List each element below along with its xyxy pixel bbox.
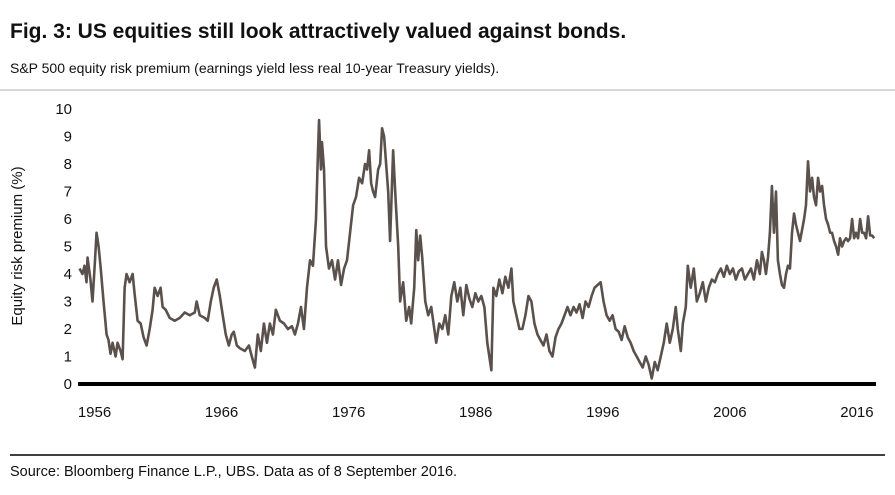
- y-tick-label: 5: [64, 239, 72, 256]
- x-tick-label: 2016: [840, 404, 873, 421]
- y-tick-label: 10: [55, 101, 72, 118]
- data-line: [78, 118, 876, 380]
- y-tick-label: 2: [64, 321, 72, 338]
- y-tick-label: 8: [64, 156, 72, 173]
- chart-title: Fig. 3: US equities still look attractiv…: [10, 20, 626, 43]
- y-tick-label: 3: [64, 294, 72, 311]
- y-tick-label: 9: [64, 129, 72, 146]
- x-tick-label: 1956: [78, 404, 111, 421]
- y-tick-label: 1: [64, 349, 72, 366]
- y-axis-label: Equity risk premium (%): [9, 166, 26, 325]
- y-tick-label: 4: [64, 266, 72, 283]
- y-tick-label: 0: [64, 376, 72, 393]
- x-tick-label: 2006: [713, 404, 746, 421]
- x-tick-label: 1966: [205, 404, 238, 421]
- x-tick-label: 1996: [586, 404, 619, 421]
- y-tick-label: 6: [64, 211, 72, 228]
- chart-subtitle: S&P 500 equity risk premium (earnings yi…: [10, 60, 499, 76]
- source-note: Source: Bloomberg Finance L.P., UBS. Dat…: [10, 464, 457, 480]
- x-tick-label: 1976: [332, 404, 365, 421]
- y-tick-label: 7: [64, 184, 72, 201]
- x-tick-label: 1986: [459, 404, 492, 421]
